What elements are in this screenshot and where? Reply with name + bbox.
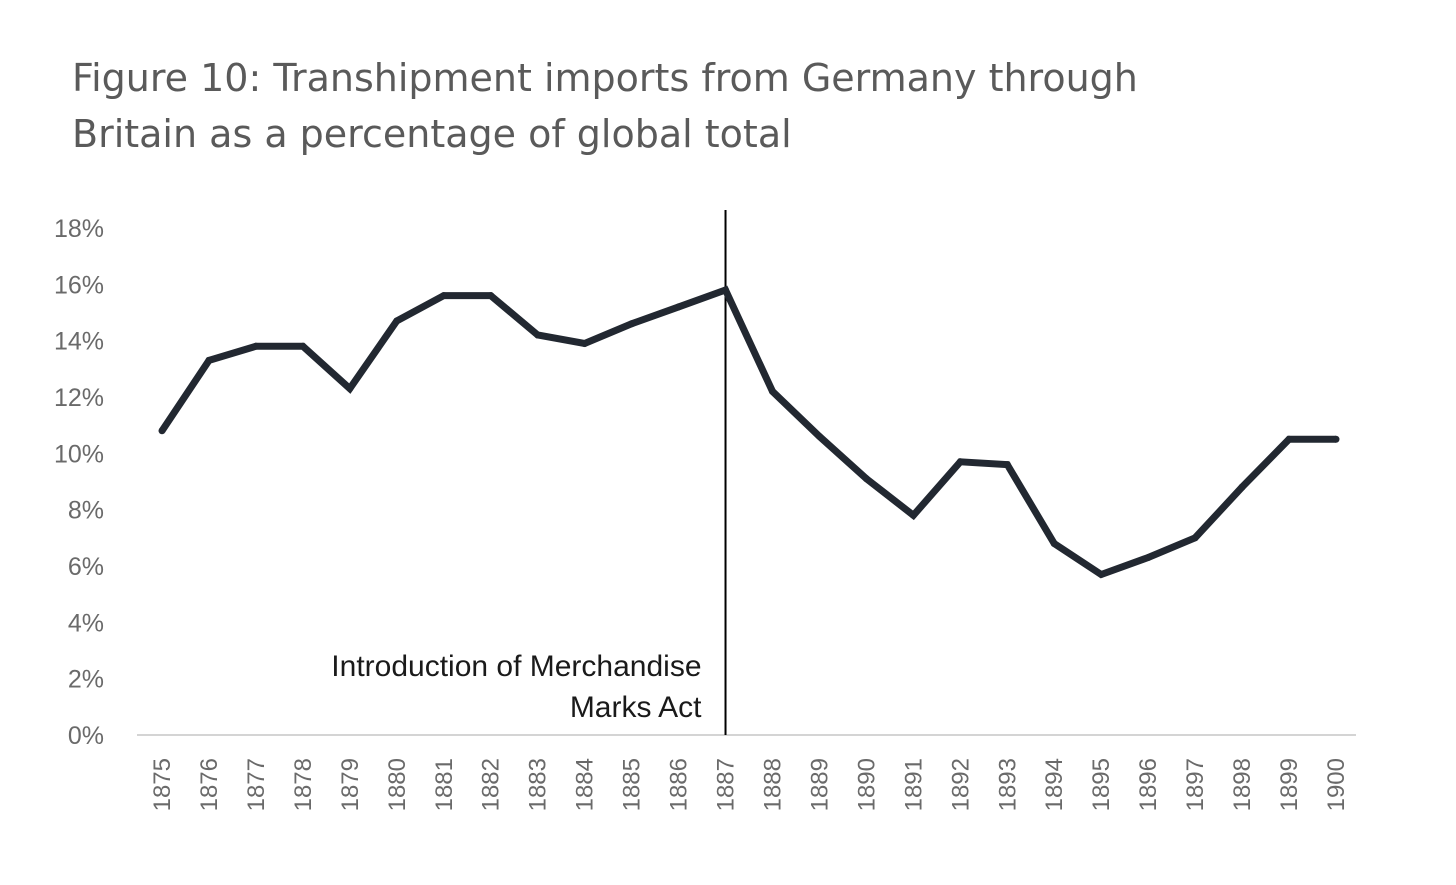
data-point-1889 [815, 432, 823, 440]
series-line [159, 285, 1336, 579]
chart-title: Figure 10: Transhipment imports from Ger… [72, 56, 1138, 156]
data-point-1879 [346, 385, 354, 393]
x-tick-label: 1890 [853, 758, 880, 811]
x-tick-label: 1886 [666, 758, 693, 811]
data-point-1885 [628, 320, 636, 328]
data-point-1896 [1144, 554, 1152, 562]
data-point-1882 [487, 292, 495, 300]
x-tick-label: 1900 [1323, 758, 1350, 811]
x-tick-label: 1881 [431, 758, 458, 811]
x-tick-label: 1891 [900, 758, 927, 811]
data-point-1894 [1050, 539, 1058, 547]
x-tick-label: 1885 [619, 758, 646, 811]
x-tick-label: 1882 [478, 758, 505, 811]
x-tick-label: 1876 [196, 758, 223, 811]
x-tick-label: 1888 [759, 758, 786, 811]
y-tick-label: 0% [68, 722, 104, 750]
data-point-1876 [205, 356, 213, 364]
data-point-1899 [1285, 435, 1293, 443]
data-point-1891 [909, 511, 917, 519]
data-point-1884 [581, 339, 589, 347]
data-point-1892 [956, 458, 964, 466]
data-point-1881 [440, 292, 448, 300]
annotation-text-line-1: Introduction of Merchandise [331, 650, 701, 683]
x-tick-label: 1877 [243, 758, 270, 811]
x-tick-label: 1897 [1182, 758, 1209, 811]
x-tick-label: 1895 [1088, 758, 1115, 811]
x-tick-label: 1893 [994, 758, 1021, 811]
data-point-1898 [1238, 483, 1246, 491]
y-tick-label: 4% [68, 609, 104, 637]
data-point-1878 [299, 342, 307, 350]
x-tick-label: 1889 [806, 758, 833, 811]
y-tick-label: 6% [68, 553, 104, 581]
series-group [158, 285, 1340, 579]
x-tick-label: 1880 [384, 758, 411, 811]
y-axis: 0% 2% 4% 6% 8% 10% 12% 14% 16% 18% [54, 215, 104, 750]
x-tick-label: 1878 [290, 758, 317, 811]
data-point-1890 [862, 475, 870, 483]
y-tick-label: 8% [68, 497, 104, 525]
y-tick-label: 2% [68, 666, 104, 694]
y-tick-label: 14% [54, 328, 104, 356]
data-point-1877 [252, 342, 260, 350]
x-tick-label: 1896 [1135, 758, 1162, 811]
data-point-1888 [768, 387, 776, 395]
y-tick-label: 16% [54, 271, 104, 299]
x-tick-label: 1883 [525, 758, 552, 811]
annotation-text-line-2: Marks Act [570, 691, 702, 724]
data-point-1895 [1097, 570, 1105, 578]
y-tick-label: 10% [54, 440, 104, 468]
y-tick-label: 18% [54, 215, 104, 243]
y-tick-label: 12% [54, 384, 104, 412]
x-tick-label: 1899 [1276, 758, 1303, 811]
x-tick-label: 1887 [713, 758, 740, 811]
data-point-1887 [722, 286, 730, 294]
x-tick-label: 1892 [947, 758, 974, 811]
x-tick-label: 1884 [572, 758, 599, 811]
x-axis: 1875 1876 1877 1878 1879 1880 1881 1882 1883 1884… [149, 758, 1350, 811]
x-tick-label: 1894 [1041, 758, 1068, 811]
x-tick-label: 1898 [1229, 758, 1256, 811]
data-point-1897 [1191, 534, 1199, 542]
x-tick-label: 1879 [337, 758, 364, 811]
data-point-1880 [393, 317, 401, 325]
data-point-1883 [534, 331, 542, 339]
data-point-1886 [675, 303, 683, 311]
data-point-1900 [1332, 435, 1340, 443]
data-point-1875 [158, 427, 166, 435]
x-tick-label: 1875 [149, 758, 176, 811]
data-point-1893 [1003, 461, 1011, 469]
